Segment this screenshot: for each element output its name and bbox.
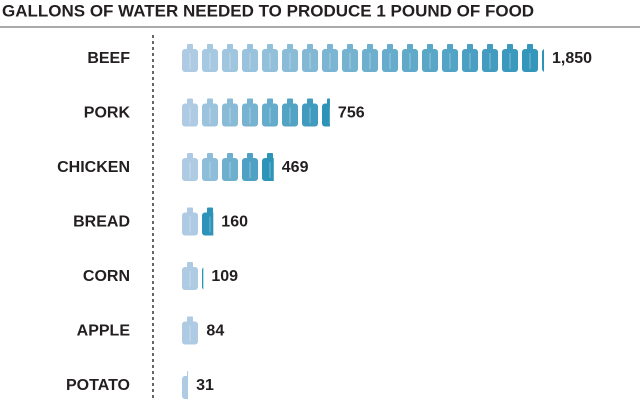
jug-neck <box>407 44 413 50</box>
jug-neck <box>187 371 189 377</box>
jug-body <box>202 212 214 236</box>
jug-body <box>282 103 298 127</box>
jug-neck <box>347 44 353 50</box>
bar <box>182 316 198 345</box>
jug-body <box>362 49 378 72</box>
jug-neck <box>207 207 213 214</box>
value-label: 109 <box>211 268 238 285</box>
jug-neck <box>467 44 473 50</box>
jug-body <box>482 49 498 72</box>
jug-neck <box>227 153 233 159</box>
jug-neck <box>187 98 193 105</box>
jug-body <box>202 267 204 290</box>
jug-body <box>182 212 198 236</box>
jug-neck <box>187 316 193 323</box>
jug-neck <box>247 98 253 105</box>
bar <box>182 98 330 127</box>
jug-neck <box>447 44 453 50</box>
jug-body <box>322 49 338 72</box>
jug-body <box>182 49 198 72</box>
jug-body <box>182 158 198 181</box>
jug-body <box>242 49 258 72</box>
jug-neck <box>267 44 273 50</box>
jug-body <box>202 49 218 72</box>
jug-neck <box>207 153 213 159</box>
jug-body <box>502 49 518 72</box>
jug-neck <box>307 44 313 50</box>
jug-neck <box>387 44 393 50</box>
jug-body <box>402 49 418 72</box>
jug-neck <box>207 262 213 268</box>
jug-neck <box>287 98 293 105</box>
jug-neck <box>287 44 293 50</box>
chart-title: GALLONS OF WATER NEEDED TO PRODUCE 1 POU… <box>2 1 534 20</box>
category-label: CHICKEN <box>57 159 130 176</box>
jug-neck <box>187 207 193 214</box>
value-label: 84 <box>206 323 224 340</box>
jug-body <box>342 49 358 72</box>
jug-body <box>462 49 478 72</box>
jug-neck <box>267 153 273 159</box>
jug-neck <box>207 44 213 50</box>
category-label: BEEF <box>87 50 130 67</box>
jug-neck <box>307 98 313 105</box>
category-label: BREAD <box>73 214 130 231</box>
jug-neck <box>427 44 433 50</box>
value-label: 756 <box>338 105 365 122</box>
jug-neck <box>187 44 193 50</box>
jug-body <box>242 158 258 181</box>
category-label: APPLE <box>77 323 131 340</box>
jug-neck <box>267 98 273 105</box>
jug-body <box>422 49 438 72</box>
jug-body <box>542 49 544 72</box>
jug-body <box>222 158 238 181</box>
jug-body <box>202 158 218 181</box>
jug-neck <box>527 44 533 50</box>
jug-neck <box>227 44 233 50</box>
value-label: 160 <box>221 214 248 231</box>
jug-body <box>182 321 198 345</box>
jug-neck <box>487 44 493 50</box>
jug-body <box>182 267 198 290</box>
jug-body <box>322 103 330 127</box>
bar <box>182 371 189 399</box>
jug-body <box>182 376 189 399</box>
jug-neck <box>207 98 213 105</box>
value-label: 31 <box>196 377 214 394</box>
jug-body <box>222 49 238 72</box>
jug-neck <box>187 262 193 268</box>
jug-body <box>222 103 238 127</box>
jug-neck <box>187 153 193 159</box>
jug-neck <box>547 44 553 50</box>
jug-body <box>262 103 278 127</box>
jug-neck <box>247 153 253 159</box>
category-label: PORK <box>84 105 131 122</box>
category-label: POTATO <box>66 377 130 394</box>
jug-body <box>202 103 218 127</box>
jug-body <box>262 49 278 72</box>
bar <box>182 207 214 236</box>
jug-neck <box>247 44 253 50</box>
bar <box>182 44 553 72</box>
category-label: CORN <box>83 268 130 285</box>
jug-body <box>182 103 198 127</box>
jug-body <box>442 49 458 72</box>
value-label: 469 <box>282 159 309 176</box>
jug-neck <box>327 98 330 105</box>
jug-neck <box>327 44 333 50</box>
bar <box>182 153 274 181</box>
jug-neck <box>227 98 233 105</box>
jug-body <box>282 49 298 72</box>
jug-neck <box>367 44 373 50</box>
jug-body <box>302 49 318 72</box>
bar <box>182 262 213 290</box>
jug-body <box>302 103 318 127</box>
jug-neck <box>507 44 513 50</box>
jug-body <box>262 158 274 181</box>
value-label: 1,850 <box>552 50 592 67</box>
jug-body <box>242 103 258 127</box>
jug-body <box>382 49 398 72</box>
jug-body <box>522 49 538 72</box>
